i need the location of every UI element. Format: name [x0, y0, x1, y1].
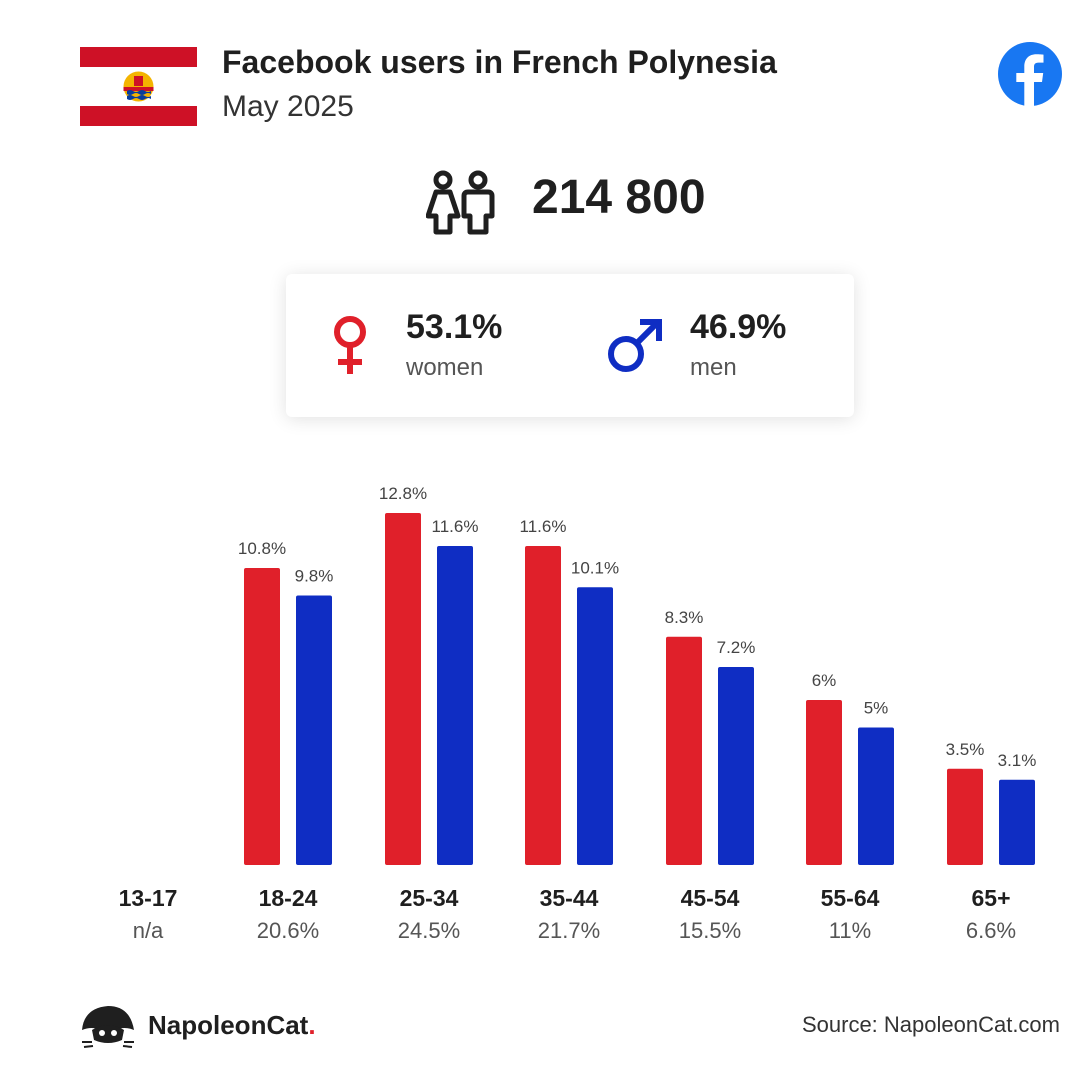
women-label: women: [406, 354, 484, 381]
category-total-35-44: 21.7%: [538, 918, 600, 943]
bar-women-55-64: [806, 700, 842, 865]
data-label-women-55-64: 6%: [812, 671, 837, 690]
data-label-men-35-44: 10.1%: [571, 558, 619, 577]
bar-men-18-24: [296, 595, 332, 865]
bar-women-25-34: [385, 513, 421, 865]
women-percentage: 53.1%: [406, 308, 503, 346]
bar-women-45-54: [666, 636, 702, 865]
bar-men-45-54: [718, 667, 754, 865]
brand-name[interactable]: NapoleonCat.: [148, 1010, 316, 1041]
source-credit: Source: NapoleonCat.com: [801, 1012, 1060, 1037]
page-subtitle: May 2025: [222, 90, 354, 123]
category-total-18-24: 20.6%: [257, 918, 319, 943]
brand-dot: .: [308, 1010, 316, 1040]
male-symbol-icon: [608, 319, 662, 372]
bar-men-65+: [999, 779, 1035, 865]
total-users: 214 800: [532, 171, 706, 224]
category-label-65+: 65+: [971, 885, 1010, 911]
brand-text: NapoleonCat: [148, 1010, 309, 1040]
bar-women-18-24: [244, 568, 280, 865]
facebook-logo-icon[interactable]: [998, 42, 1062, 106]
bar-women-65+: [947, 768, 983, 865]
page-title: Facebook users in French Polynesia: [222, 44, 777, 80]
category-label-35-44: 35-44: [540, 885, 599, 911]
data-label-women-65+: 3.5%: [946, 740, 985, 759]
category-label-18-24: 18-24: [259, 885, 318, 911]
data-label-women-18-24: 10.8%: [238, 539, 286, 558]
age-gender-bar-chart: 13-17 n/a 10.8% 9.8% 18-24 20.6% 12.8% 11.6% 25-…: [119, 484, 1037, 943]
data-label-men-65+: 3.1%: [998, 751, 1037, 770]
bar-men-25-34: [437, 546, 473, 865]
data-label-women-35-44: 11.6%: [520, 517, 567, 536]
female-symbol-icon: [334, 316, 366, 374]
category-label-25-34: 25-34: [400, 885, 459, 911]
bar-men-35-44: [577, 587, 613, 865]
data-label-men-55-64: 5%: [864, 699, 889, 718]
category-total-25-34: 24.5%: [398, 918, 460, 943]
bar-men-55-64: [858, 727, 894, 865]
men-percentage: 46.9%: [690, 308, 787, 346]
french-polynesia-flag-icon: [80, 47, 197, 126]
people-icon: [426, 170, 495, 235]
category-label-13-17: 13-17: [119, 885, 178, 911]
gender-card: [286, 274, 854, 417]
data-label-men-25-34: 11.6%: [432, 517, 479, 536]
category-total-55-64: 11%: [829, 918, 871, 943]
napoleoncat-logo-icon: [82, 1006, 134, 1048]
data-label-women-45-54: 8.3%: [665, 608, 704, 627]
category-total-13-17: n/a: [133, 918, 164, 943]
data-label-men-18-24: 9.8%: [295, 567, 334, 586]
men-label: men: [690, 354, 737, 381]
category-label-55-64: 55-64: [821, 885, 880, 911]
category-total-45-54: 15.5%: [679, 918, 741, 943]
data-label-women-25-34: 12.8%: [379, 484, 427, 503]
category-total-65+: 6.6%: [966, 918, 1016, 943]
category-label-45-54: 45-54: [681, 885, 740, 911]
bar-women-35-44: [525, 546, 561, 865]
data-label-men-45-54: 7.2%: [717, 638, 756, 657]
